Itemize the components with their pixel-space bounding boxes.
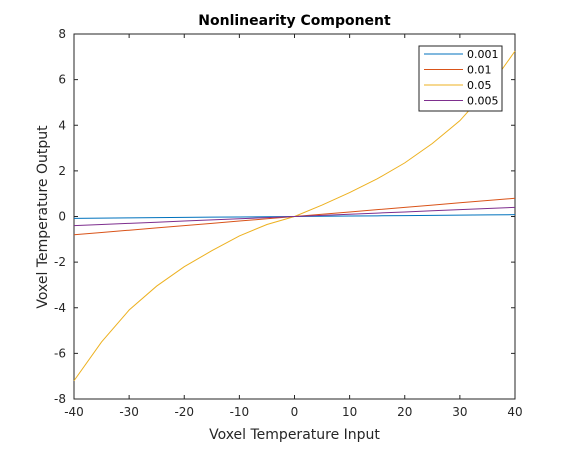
legend: 0.001 0.01 0.05 0.005 [418,45,503,112]
y-tick-label-1: -6 [54,346,66,360]
series-line-3 [73,206,516,227]
y-tick-label-6: 4 [58,118,66,132]
legend-label-2: 0.05 [467,79,492,92]
x-tick-label-7: 30 [452,405,467,419]
x-tick-label-2: -20 [174,405,194,419]
x-tick-label-6: 20 [397,405,412,419]
x-axis-title: Voxel Temperature Input [209,427,380,443]
x-tick-label-4: 0 [291,405,299,419]
y-tick-label-8: 8 [58,27,66,41]
series-group [73,50,516,382]
legend-label-0: 0.001 [467,48,499,61]
x-tick-label-5: 10 [342,405,357,419]
y-tick-label-2: -4 [54,301,66,315]
x-tick-label-1: -30 [119,405,139,419]
y-tick-label-3: -2 [54,255,66,269]
x-tick-label-3: -10 [230,405,250,419]
y-tick-label-7: 6 [58,73,66,87]
y-axis-title: Voxel Temperature Output [35,125,51,309]
x-tick-label-0: -40 [64,405,84,419]
legend-label-3: 0.005 [467,95,499,108]
legend-label-1: 0.01 [467,64,492,77]
y-tick-label-0: -8 [54,392,66,406]
y-tick-label-5: 2 [58,164,66,178]
x-tick-label-8: 40 [507,405,522,419]
y-tick-label-4: 0 [58,210,66,224]
chart-title: Nonlinearity Component [198,13,391,29]
